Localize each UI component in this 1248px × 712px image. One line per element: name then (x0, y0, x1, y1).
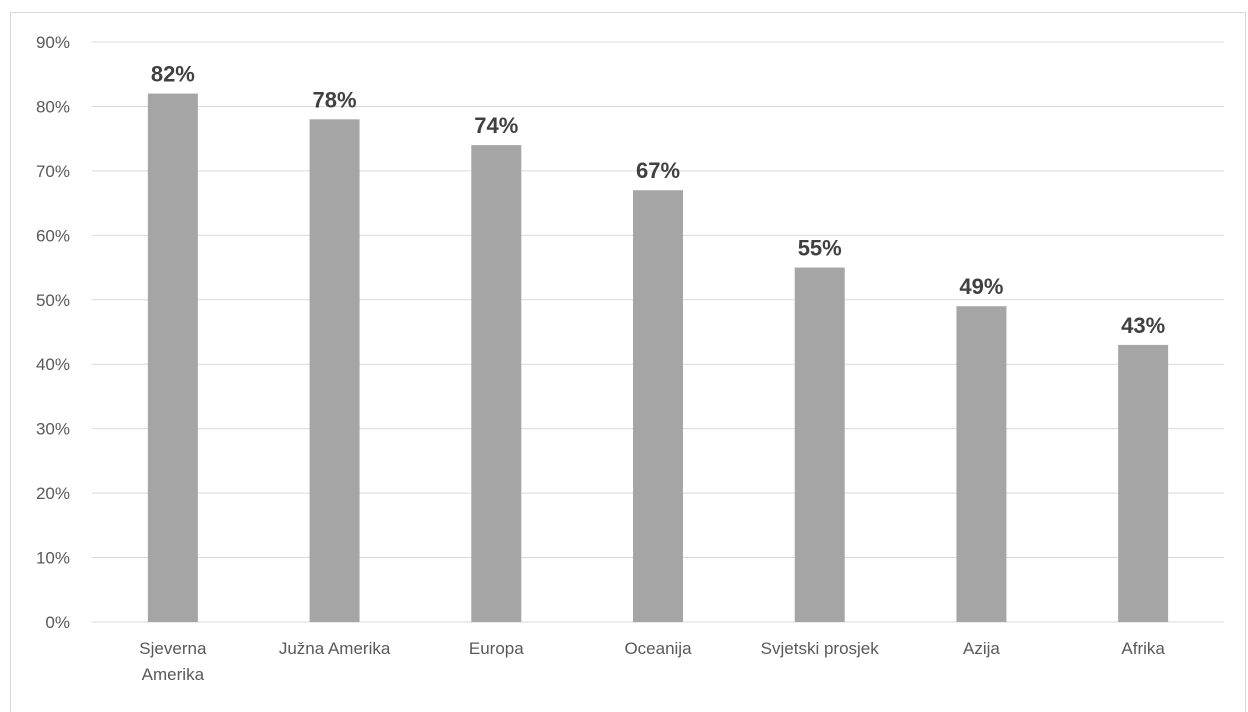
y-tick-label: 20% (36, 484, 70, 503)
y-tick-label: 60% (36, 226, 70, 245)
data-label: 74% (474, 113, 518, 138)
category-labels: Sjeverna Amerika Južna Amerika Europa Oceani… (139, 639, 1165, 684)
y-tick-label: 40% (36, 355, 70, 374)
x-tick-label: Sjeverna (139, 639, 207, 658)
y-tick-label: 30% (36, 420, 70, 439)
y-tick-label: 80% (36, 97, 70, 116)
data-label: 55% (798, 236, 842, 261)
data-label: 49% (959, 274, 1003, 299)
bar (794, 267, 845, 622)
y-axis-ticks: 0% 10% 20% 30% 40% 50% 60% 70% 80% 90% (36, 33, 70, 632)
x-tick-label: Europa (469, 639, 524, 658)
chart-frame (10, 12, 1246, 712)
y-tick-label: 50% (36, 291, 70, 310)
x-tick-label: Južna Amerika (279, 639, 391, 658)
x-tick-label: Svjetski prosjek (761, 639, 880, 658)
data-label: 67% (636, 158, 680, 183)
bar (471, 145, 522, 622)
bar (1118, 344, 1169, 622)
data-labels: 82% 78% 74% 67% 55% 49% 43% (151, 62, 1165, 338)
data-label: 43% (1121, 313, 1165, 338)
bar (309, 119, 360, 622)
data-label: 82% (151, 62, 195, 87)
y-tick-label: 70% (36, 162, 70, 181)
x-tick-label: Afrika (1121, 639, 1165, 658)
x-tick-label: Azija (963, 639, 1000, 658)
bar (633, 190, 683, 622)
bar (956, 306, 1007, 622)
y-tick-label: 0% (45, 613, 70, 632)
bars (147, 93, 1169, 623)
data-label: 78% (313, 87, 357, 112)
x-tick-label: Oceanija (624, 639, 692, 658)
y-tick-label: 10% (36, 549, 70, 568)
y-tick-label: 90% (36, 33, 70, 52)
bar (147, 93, 198, 623)
x-tick-label: Amerika (142, 665, 205, 684)
